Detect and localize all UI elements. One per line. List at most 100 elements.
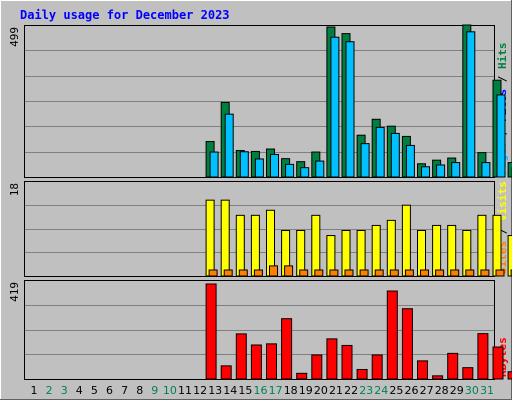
bar-files [345, 41, 355, 178]
bar-kbytes [432, 375, 444, 380]
bar-kbytes [205, 283, 217, 380]
x-axis-day-label: 3 [61, 384, 68, 397]
x-axis-day-label: 17 [269, 384, 283, 397]
bar-sites [420, 269, 429, 277]
bar-kbytes [356, 368, 368, 380]
bar-kbytes [507, 371, 512, 380]
bar-kbytes [462, 367, 474, 380]
bar-sites [223, 269, 233, 277]
x-axis-day-label: 11 [178, 384, 192, 397]
bar-kbytes [235, 333, 247, 380]
bar-files [239, 151, 249, 178]
bar-files [209, 151, 219, 178]
bar-sites [344, 269, 354, 277]
bar-visits [296, 230, 306, 277]
bar-files [285, 163, 295, 178]
bar-hits [507, 162, 512, 178]
legend-entry: Hits [496, 43, 509, 70]
bar-kbytes [447, 352, 459, 380]
bar-files [315, 160, 325, 178]
panel-frame [24, 280, 495, 380]
bar-visits [401, 204, 411, 277]
bar-visits [311, 214, 321, 277]
bar-kbytes [266, 343, 277, 380]
bar-visits [447, 224, 457, 277]
bar-sites [238, 269, 248, 277]
bar-visits [356, 230, 366, 277]
bar-kbytes [326, 338, 338, 380]
bar-visits [205, 199, 215, 277]
x-axis-day-label: 29 [450, 384, 464, 397]
bar-kbytes [250, 344, 262, 380]
bar-files [254, 158, 264, 178]
bar-files [481, 162, 491, 178]
panel-kbytes: 419KBytes [8, 280, 512, 380]
bar-visits [235, 214, 245, 277]
x-axis-day-label: 23 [359, 384, 373, 397]
bar-kbytes [281, 318, 293, 380]
x-axis-day-label: 28 [435, 384, 449, 397]
bar-sites [450, 269, 460, 277]
y-axis-max-label: 499 [8, 27, 21, 47]
bar-sites [465, 269, 475, 277]
x-axis-day-label: 21 [329, 384, 343, 397]
x-axis-day-label: 15 [238, 384, 252, 397]
bar-sites [314, 269, 324, 277]
bar-kbytes [492, 346, 504, 380]
bar-visits [220, 199, 230, 277]
bar-sites [253, 269, 263, 277]
bar-files [390, 132, 400, 178]
x-axis-day-label: 5 [91, 384, 98, 397]
bar-visits [432, 224, 442, 277]
x-axis-day-label: 1 [31, 384, 38, 397]
x-axis-day-label: 24 [374, 384, 388, 397]
bar-files [330, 36, 340, 178]
x-axis-day-label: 14 [223, 384, 237, 397]
bar-visits [477, 214, 487, 277]
bar-files [300, 167, 310, 178]
bar-kbytes [386, 290, 398, 380]
bar-files [405, 144, 415, 178]
x-axis-day-label: 16 [254, 384, 268, 397]
bar-visits [462, 230, 472, 277]
bar-sites [329, 269, 339, 277]
x-axis-day-label: 10 [163, 384, 177, 397]
x-axis-day-label: 22 [344, 384, 358, 397]
bar-kbytes [311, 354, 323, 380]
bar-visits [507, 235, 512, 277]
x-axis-day-label: 12 [193, 384, 207, 397]
bar-files [436, 164, 446, 178]
bar-kbytes [220, 365, 232, 380]
x-axis-day-label: 9 [151, 384, 158, 397]
bar-visits [417, 230, 426, 277]
x-axis-day-label: 4 [76, 384, 83, 397]
bar-files [270, 153, 279, 178]
x-axis-day-label: 6 [106, 384, 113, 397]
bar-visits [341, 230, 351, 277]
bar-sites [208, 269, 218, 277]
bar-kbytes [401, 308, 413, 380]
panel-hits-files-pages: 499Pages / Files / Hits [8, 24, 512, 178]
x-axis-day-label: 26 [405, 384, 419, 397]
bar-sites [269, 265, 278, 277]
x-axis-day-label: 13 [208, 384, 222, 397]
bar-sites [480, 269, 490, 277]
bar-sites [404, 269, 414, 277]
x-axis-day-label: 20 [314, 384, 328, 397]
x-axis-day-label: 2 [46, 384, 53, 397]
bar-sites [299, 269, 309, 277]
bar-files [451, 162, 461, 178]
x-axis-day-label: 31 [480, 384, 494, 397]
bar-kbytes [477, 333, 489, 380]
x-axis-day-label: 18 [284, 384, 298, 397]
bar-files [466, 31, 476, 178]
x-axis-day-label: 7 [121, 384, 128, 397]
y-axis-max-label: 18 [8, 183, 21, 196]
bar-visits [492, 214, 502, 277]
bar-sites [495, 269, 505, 277]
bar-files [496, 94, 506, 178]
bar-files [224, 113, 234, 178]
bar-sites [435, 269, 445, 277]
x-axis-day-label: 30 [465, 384, 479, 397]
